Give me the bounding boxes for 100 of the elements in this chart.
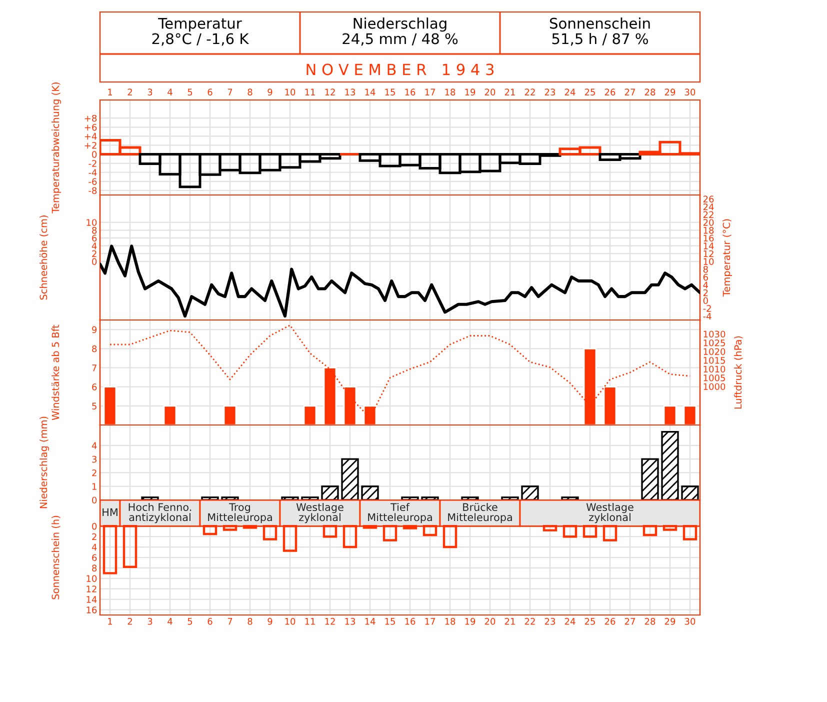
x-tick-label: 8: [248, 88, 252, 96]
line-series: [100, 244, 700, 318]
x-tick-label: 18: [445, 88, 456, 96]
y-tick-label: 5: [92, 402, 96, 410]
x-tick-label: 22: [524, 618, 535, 625]
x-tick-label: 20: [484, 618, 496, 625]
y-axis-title: Windstärke ab 5 Bft: [52, 324, 60, 420]
bar: [361, 486, 379, 500]
x-tick-label: 20: [484, 88, 496, 96]
x-tick-label: 15: [385, 88, 395, 96]
x-tick-label: 10: [285, 88, 296, 96]
x-tick-label: 1: [108, 618, 112, 625]
y2-tick-label: 22: [703, 211, 714, 218]
x-tick-label: 5: [188, 88, 192, 96]
x-tick-label: 7: [228, 88, 232, 96]
x-tick-label: 2: [128, 88, 132, 96]
y-tick-label: +6: [84, 124, 97, 131]
y2-tick-label: 4: [703, 282, 708, 288]
x-tick-label: 12: [325, 88, 335, 96]
y-tick-label: 6: [92, 234, 97, 242]
y-tick-label: 7: [92, 364, 96, 372]
y-tick-label: 12: [86, 586, 96, 592]
x-tick-label: 13: [345, 618, 356, 625]
x-tick-label: 17: [425, 618, 435, 625]
x-tick-label: 21: [504, 618, 515, 625]
x-tick-label: 23: [544, 88, 556, 96]
y2-tick-label: 1000: [704, 383, 726, 390]
x-tick-label: 2: [128, 618, 132, 625]
y2-tick-label: 1010: [704, 366, 726, 373]
text: Sonnenschein: [550, 18, 650, 29]
x-tick-label: 27: [624, 618, 635, 625]
x-tick-label: 27: [624, 88, 635, 96]
x-tick-label: 24: [564, 88, 576, 96]
y-tick-label: 2: [92, 469, 96, 476]
y-tick-label: 2: [92, 533, 96, 540]
bar: [661, 430, 679, 500]
y-tick-label: 0: [92, 496, 97, 504]
y-axis-title: Temperaturabweichung (K): [52, 82, 61, 214]
x-tick-label: 24: [564, 618, 576, 625]
band-label: Trog Mitteleuropa: [208, 503, 272, 524]
y-tick-label: 1: [92, 483, 96, 490]
y-tick-label: 8: [92, 345, 97, 352]
y-tick-label: 2: [92, 250, 96, 258]
y-axis-title: Niederschlag (mm): [40, 416, 49, 508]
bar: [641, 458, 659, 500]
x-tick-label: 6: [208, 618, 212, 625]
y-tick-label: -6: [88, 178, 97, 185]
x-tick-label: 9: [268, 88, 272, 96]
x-tick-label: 3: [148, 618, 152, 625]
x-tick-label: 30: [684, 88, 696, 96]
x-tick-label: 4: [168, 618, 172, 625]
y2-tick-label: 1020: [704, 348, 726, 356]
x-tick-label: 21: [504, 88, 515, 96]
y2-tick-label: 6: [703, 274, 708, 281]
y2-tick-label: 26: [703, 196, 714, 202]
text: N O V E M B E R 1 9 4 3: [306, 64, 494, 76]
y2-tick-label: -4: [703, 312, 712, 320]
y2-tick-label: 20: [703, 219, 714, 226]
x-tick-label: 25: [584, 88, 595, 96]
x-tick-label: 1: [108, 88, 112, 96]
y-tick-label: 8: [92, 564, 97, 572]
text: 51,5 h / 87 %: [552, 32, 648, 46]
x-tick-label: 17: [425, 88, 435, 96]
y-tick-label: +4: [84, 133, 97, 140]
x-tick-label: 14: [365, 618, 376, 625]
y-axis-title: Sonnenschein (h): [52, 516, 60, 600]
x-tick-label: 11: [305, 88, 315, 96]
y-tick-label: 16: [86, 606, 97, 614]
x-tick-label: 23: [544, 618, 556, 625]
x-tick-label: 29: [664, 88, 676, 96]
x-tick-label: 25: [584, 618, 595, 625]
y-tick-label: 10: [86, 575, 97, 582]
band-label: Westlage zyklonal: [296, 502, 344, 524]
y-tick-label: -2: [88, 160, 96, 167]
y2-tick-label: 24: [703, 203, 714, 210]
x-tick-label: 26: [604, 88, 616, 96]
y-axis-title: Schneehöhe (cm): [40, 216, 48, 300]
y-tick-label: 10: [86, 219, 97, 226]
y-tick-label: 0: [92, 258, 97, 265]
x-tick-label: 12: [325, 618, 335, 625]
x-tick-label: 18: [445, 618, 456, 625]
x-tick-label: 6: [208, 88, 212, 96]
x-tick-label: 13: [345, 88, 356, 96]
x-tick-label: 16: [405, 88, 416, 96]
y2-tick-label: -2: [703, 305, 711, 312]
band-label: Brücke Mitteleuropa: [448, 502, 512, 524]
y2-axis-title: Luftdruck (hPa): [734, 336, 743, 409]
y-tick-label: 6: [92, 554, 97, 562]
x-tick-label: 28: [644, 88, 656, 96]
x-tick-label: 19: [465, 618, 476, 625]
band-label: Tief Mitteleuropa: [368, 502, 432, 524]
x-tick-label: 26: [604, 618, 616, 625]
y-tick-label: 4: [92, 442, 97, 449]
y-tick-label: 8: [92, 226, 97, 234]
bar: [681, 486, 699, 500]
x-tick-label: 22: [524, 88, 535, 96]
x-tick-label: 10: [285, 618, 296, 625]
y-tick-label: 14: [86, 596, 97, 603]
x-tick-label: 9: [268, 618, 272, 625]
bar: [341, 458, 359, 500]
